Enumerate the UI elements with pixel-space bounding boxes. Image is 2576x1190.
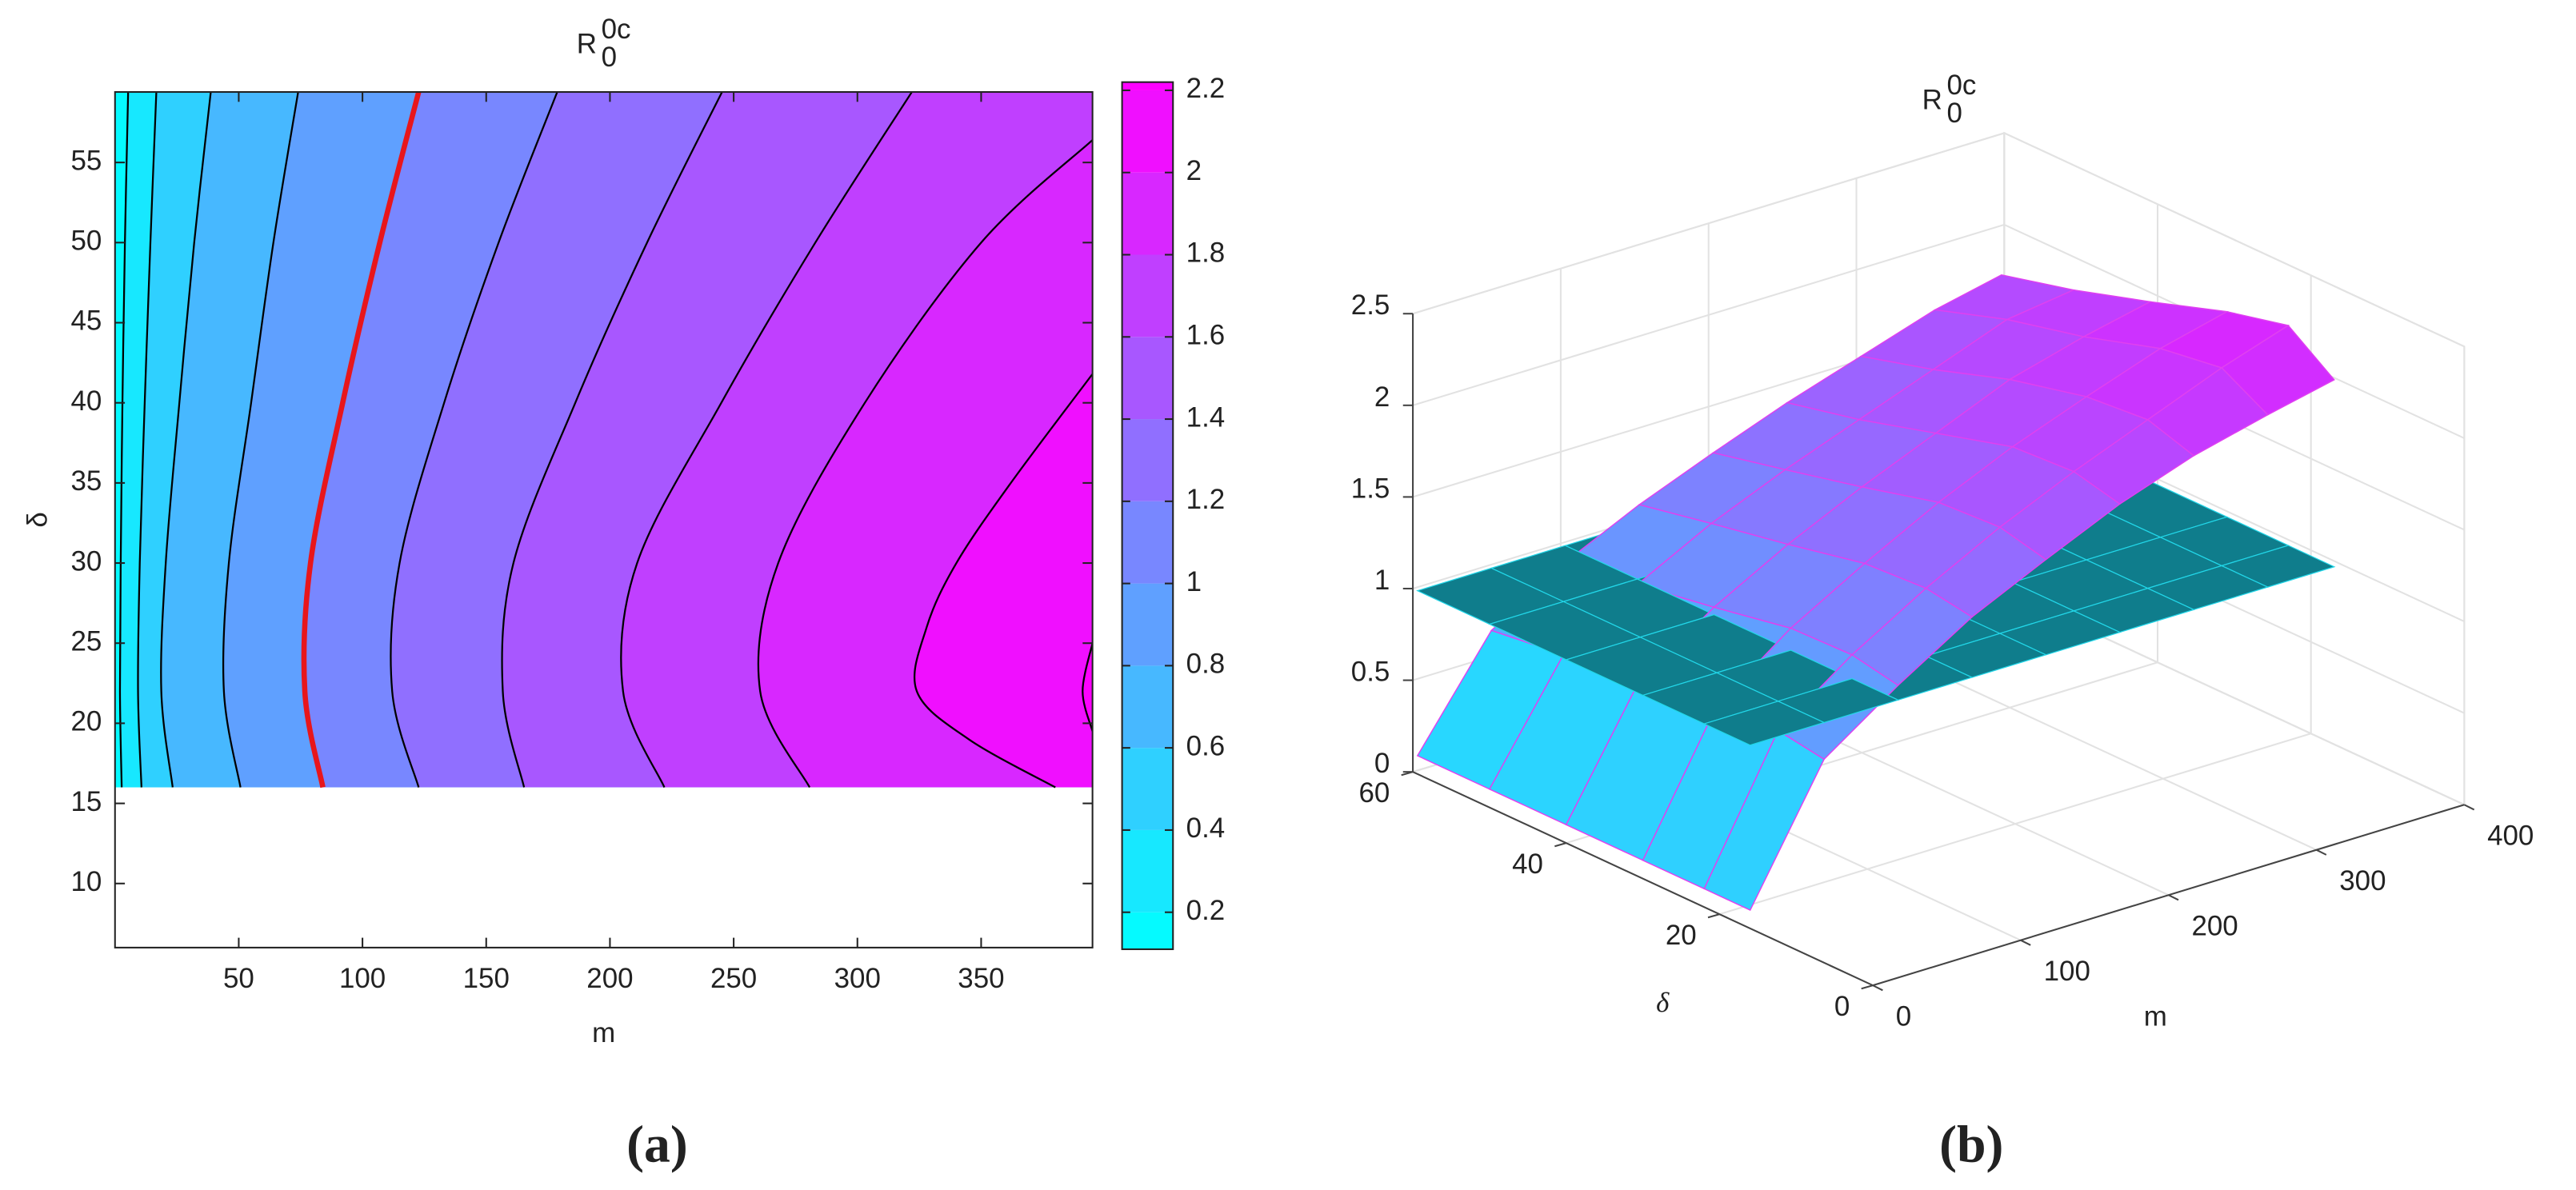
y-tick-label: 25	[71, 625, 102, 657]
x-tick-label: 100	[339, 963, 386, 994]
z-tick-label: 0.5	[1351, 657, 1390, 688]
colorbar-tick-label: 1.4	[1186, 401, 1226, 433]
x-tick-label: 200	[2191, 910, 2238, 941]
colorbar-band	[1122, 912, 1174, 949]
contour-area	[114, 91, 1093, 789]
contour-band	[914, 373, 1093, 788]
x-axis-label: m	[2144, 1000, 2167, 1032]
colorbar-band	[1122, 82, 1174, 90]
colorbar-tick-label: 1.6	[1186, 319, 1226, 350]
contour-line	[757, 139, 1093, 789]
z-tick-label: 2.5	[1351, 290, 1390, 321]
x-tick-label: 250	[710, 963, 757, 994]
chart-title: R	[1922, 85, 1942, 116]
colorbar-band	[1122, 172, 1174, 255]
x-tick-label: 150	[463, 963, 510, 994]
x-axis-label: m	[592, 1017, 615, 1048]
x-tick	[2168, 894, 2179, 901]
caption: (b)	[1939, 1116, 2003, 1174]
contour-line	[390, 91, 558, 788]
z-tick-label: 2	[1374, 381, 1390, 413]
colorbar-tick-label: 0.2	[1186, 895, 1226, 926]
y-tick-label: 40	[71, 385, 102, 417]
y-tick-label: 55	[71, 145, 102, 176]
colorbar-band	[1122, 419, 1174, 501]
contour-line	[301, 91, 422, 789]
colorbar-box	[1121, 81, 1174, 950]
x-tick-label: 0	[1896, 1000, 1911, 1032]
colorbar-band	[1122, 501, 1174, 584]
y-tick	[1861, 984, 1874, 990]
y-tick-label: 10	[71, 866, 102, 897]
colorbar-band	[1122, 254, 1174, 337]
colorbar-tick-label: 1	[1186, 566, 1202, 597]
colorbar-band	[1122, 90, 1174, 173]
y-tick-label: 50	[71, 226, 102, 257]
colorbar-band	[1122, 748, 1174, 830]
z-tick-label: 1	[1374, 565, 1390, 596]
caption: (a)	[626, 1116, 688, 1174]
y-tick-label: 15	[71, 786, 102, 817]
colorbar-tick-label: 2.2	[1186, 73, 1226, 104]
colorbar-band	[1122, 665, 1174, 749]
x-tick	[1872, 984, 1883, 992]
chart-title-sub: 0	[602, 42, 617, 73]
chart-title-sub: 0	[1946, 98, 1962, 129]
chart-title-sup: 0c	[1946, 70, 1976, 101]
x-tick-label: 350	[958, 963, 1004, 994]
y-axis	[1412, 771, 1874, 987]
x-tick-label: 300	[834, 963, 881, 994]
contour-band	[1082, 643, 1093, 732]
colorbar-tick-label: 1.2	[1186, 484, 1226, 515]
colorbar-tick-label: 0.6	[1186, 730, 1226, 761]
colorbar-tick-label: 0.8	[1186, 649, 1226, 680]
x-tick	[2316, 849, 2327, 856]
y-axis-label: δ	[22, 512, 54, 527]
chart-title-sup: 0c	[602, 14, 631, 45]
plane-cell	[1702, 701, 1826, 746]
axes-box	[114, 90, 1094, 948]
x-tick	[2020, 939, 2031, 946]
y-tick	[1707, 913, 1720, 919]
y-tick	[1554, 842, 1567, 848]
y-tick-label: 35	[71, 465, 102, 497]
contour-line	[620, 91, 913, 788]
contour-line	[501, 91, 723, 788]
y-tick-label: 30	[71, 545, 102, 577]
colorbar-band	[1122, 829, 1174, 912]
contour-line	[160, 91, 212, 788]
colorbar-tick-label: 0.4	[1186, 813, 1226, 844]
y-tick-label: 40	[1512, 849, 1543, 880]
contour-line	[137, 91, 158, 788]
z-tick-label: 1.5	[1351, 473, 1390, 504]
colorbar-tick-label: 2	[1186, 155, 1202, 186]
contour-line	[222, 91, 299, 788]
y-tick-label: 60	[1358, 777, 1390, 809]
contour-line	[118, 91, 130, 788]
chart-title: R	[577, 29, 597, 60]
x-tick-label: 200	[586, 963, 633, 994]
y-tick-label: 20	[1666, 920, 1697, 951]
colorbar-band	[1122, 583, 1174, 666]
contour-line	[914, 373, 1093, 789]
x-tick-label: 100	[2044, 956, 2090, 987]
x-tick-label: 300	[2339, 865, 2386, 896]
x-tick-label: 50	[223, 963, 254, 994]
y-tick-label: 45	[71, 305, 102, 337]
z-tick-label: 0	[1374, 748, 1390, 779]
y-axis-label: δ	[1656, 987, 1670, 1018]
x-tick	[2463, 804, 2475, 811]
colorbar-tick-label: 1.8	[1186, 238, 1226, 269]
colorbar-band	[1122, 337, 1174, 420]
y-tick-label: 20	[71, 706, 102, 737]
grid-line	[1412, 132, 2465, 348]
x-tick-label: 400	[2487, 821, 2534, 852]
y-tick-label: 0	[1834, 991, 1850, 1022]
